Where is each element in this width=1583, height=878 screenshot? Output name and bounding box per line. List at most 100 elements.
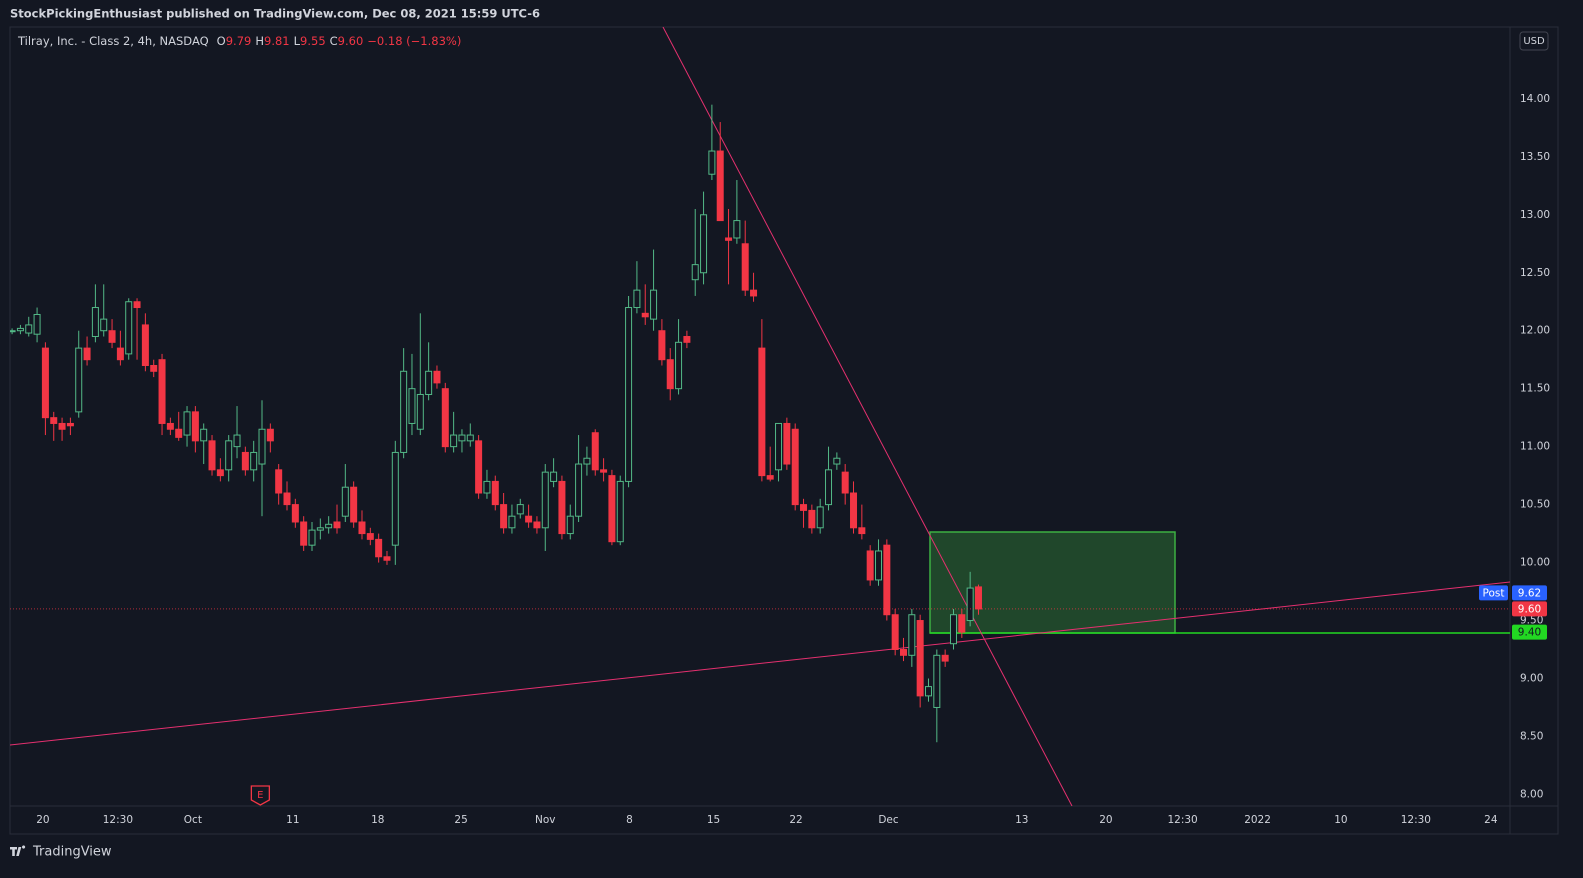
candle-body bbox=[358, 521, 366, 535]
candle-body bbox=[408, 388, 416, 424]
candle-body bbox=[616, 480, 624, 543]
candle-body bbox=[108, 330, 116, 343]
y-tick-label: 8.50 bbox=[1520, 730, 1543, 742]
candle-body bbox=[775, 422, 783, 471]
candle-body bbox=[625, 307, 633, 482]
candle-body bbox=[558, 480, 566, 535]
candle-body bbox=[75, 347, 83, 413]
x-tick-label: 12:30 bbox=[103, 814, 133, 826]
candle-body bbox=[375, 538, 383, 558]
candle-body bbox=[858, 527, 866, 535]
trend-line bbox=[662, 27, 1073, 806]
candle-body bbox=[516, 504, 524, 515]
x-tick-label: 18 bbox=[371, 814, 384, 826]
candle-body bbox=[341, 486, 349, 517]
candle-body bbox=[491, 480, 499, 506]
candle-body bbox=[758, 347, 766, 477]
y-tick-label: 12.00 bbox=[1520, 325, 1550, 337]
header: StockPickingEnthusiast published on Trad… bbox=[10, 7, 540, 21]
frame bbox=[9, 26, 1559, 835]
candle-body bbox=[750, 289, 758, 297]
candle-body bbox=[833, 457, 841, 465]
legend: Tilray, Inc. - Class 2, 4h, NASDAQ O9.79 H… bbox=[17, 34, 461, 48]
candle-body bbox=[116, 347, 124, 361]
y-tick-label: 13.50 bbox=[1520, 151, 1550, 163]
logo-icon bbox=[10, 845, 26, 856]
candle-body bbox=[41, 347, 49, 419]
candle-body bbox=[924, 686, 932, 697]
candle-body bbox=[583, 457, 591, 465]
candle-body bbox=[400, 370, 408, 453]
x-tick-label: 15 bbox=[707, 814, 720, 826]
candle-body bbox=[883, 544, 891, 616]
x-tick-label: 8 bbox=[626, 814, 633, 826]
candle-body bbox=[191, 411, 199, 442]
candle-body bbox=[900, 649, 908, 656]
y-tick-label: 13.00 bbox=[1520, 209, 1550, 221]
x-tick-label: 22 bbox=[789, 814, 802, 826]
candle-body bbox=[83, 347, 91, 361]
candle-body bbox=[416, 393, 424, 430]
candle-body bbox=[291, 504, 299, 523]
candle-body bbox=[325, 523, 333, 529]
candle-body bbox=[250, 451, 258, 471]
price-label: 9.60 bbox=[1518, 603, 1541, 615]
candle-body bbox=[308, 529, 316, 546]
legend-key: H bbox=[255, 34, 264, 48]
x-tick-label: Dec bbox=[878, 814, 899, 826]
legend-value: 9.81 bbox=[264, 34, 290, 48]
candle-body bbox=[841, 471, 849, 494]
candle-body bbox=[483, 480, 491, 494]
candle-body bbox=[825, 469, 833, 506]
x-tick-label: 25 bbox=[454, 814, 467, 826]
candle-body bbox=[591, 432, 599, 471]
price-label-box bbox=[1512, 624, 1547, 640]
candle-body bbox=[691, 264, 699, 281]
y-tick-label: 8.00 bbox=[1520, 788, 1543, 800]
candle-body bbox=[266, 428, 274, 442]
candle-body bbox=[850, 492, 858, 529]
legend-title: Tilray, Inc. - Class 2, 4h, NASDAQ bbox=[17, 34, 209, 48]
candle-body bbox=[666, 359, 674, 390]
y-tick-label: 11.50 bbox=[1520, 383, 1550, 395]
footer: TradingView bbox=[32, 845, 112, 860]
candle-body bbox=[650, 289, 658, 320]
candle-body bbox=[275, 469, 283, 494]
candle-body bbox=[391, 451, 399, 546]
candle-body bbox=[683, 336, 691, 343]
candle-body bbox=[233, 434, 241, 448]
candle-body bbox=[541, 471, 549, 529]
candle-body bbox=[158, 359, 166, 424]
candle-body bbox=[866, 550, 874, 581]
y-tick-label: 9.50 bbox=[1520, 615, 1543, 627]
legend-value: 9.55 bbox=[300, 34, 326, 48]
candle-body bbox=[783, 422, 791, 465]
legend-key: L bbox=[294, 34, 301, 48]
candle-body bbox=[641, 312, 649, 318]
earnings-marker bbox=[250, 785, 270, 806]
legend-value: 9.79 bbox=[226, 34, 252, 48]
candle-body bbox=[600, 469, 608, 473]
price-label-box bbox=[1512, 601, 1547, 617]
candle-body bbox=[166, 422, 174, 430]
candle-body bbox=[350, 486, 358, 523]
candle-body bbox=[316, 527, 324, 531]
price-label: 9.40 bbox=[1518, 627, 1541, 639]
y-tick-label: 10.50 bbox=[1520, 499, 1550, 511]
drawings bbox=[10, 27, 1510, 806]
candle-body bbox=[949, 614, 957, 645]
y-tick-label: 9.00 bbox=[1520, 672, 1543, 684]
x-tick-label: 2022 bbox=[1244, 814, 1271, 826]
candle-body bbox=[808, 509, 816, 529]
candle-body bbox=[908, 614, 916, 656]
candle-body bbox=[66, 422, 74, 427]
x-tick-label: Nov bbox=[535, 814, 556, 826]
price-label-box bbox=[1512, 585, 1547, 601]
x-tick-label: 12:30 bbox=[1401, 814, 1431, 826]
candle-body bbox=[466, 434, 474, 442]
candle-body bbox=[891, 614, 899, 651]
candle-body bbox=[575, 463, 583, 517]
candle-body bbox=[916, 620, 924, 697]
candle-body bbox=[133, 301, 141, 309]
candle-body bbox=[633, 289, 641, 309]
